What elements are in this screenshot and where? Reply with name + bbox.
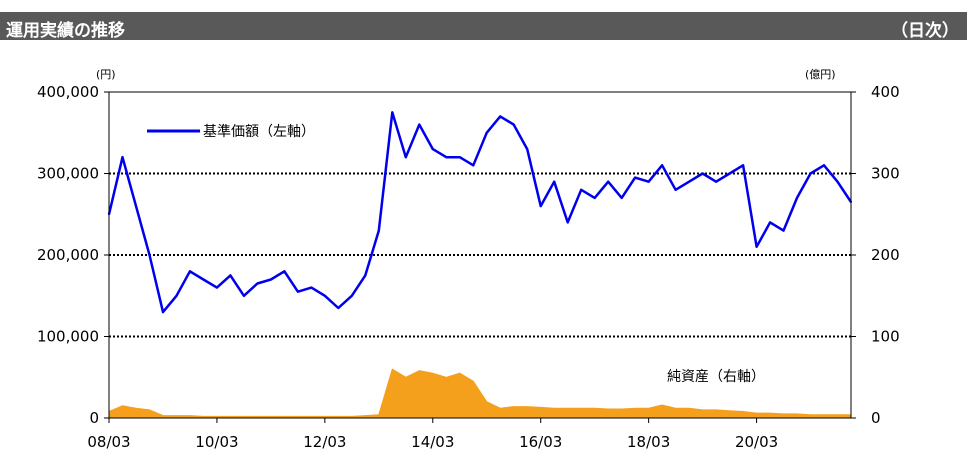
x-tick-label: 12/03: [303, 433, 346, 451]
nav-point: [135, 205, 137, 208]
nav-point: [391, 111, 394, 114]
nav-point: [674, 188, 677, 191]
left-axis-unit: (円): [96, 68, 116, 81]
left-tick-label: 400,000: [37, 83, 99, 101]
nav-point: [175, 294, 178, 297]
x-tick-label: 16/03: [519, 433, 562, 451]
nav-point: [728, 172, 731, 175]
right-tick-label: 300: [871, 165, 900, 183]
nav-point: [404, 156, 407, 159]
nav-point: [620, 196, 623, 199]
nav-point: [283, 270, 286, 273]
nav-point: [823, 164, 825, 167]
x-tick-label: 10/03: [195, 433, 238, 451]
left-tick-label: 200,000: [37, 246, 99, 264]
nav-point: [755, 245, 758, 248]
nav-point: [836, 180, 839, 183]
grid-lines: [109, 172, 851, 338]
title-bar: 運用実績の推移 （日次）: [0, 12, 967, 41]
nav-point: [256, 282, 259, 285]
nav-point: [121, 156, 124, 159]
right-tick-label: 0: [871, 409, 881, 427]
nav-point: [661, 164, 664, 167]
nav-point: [445, 156, 448, 159]
nav-point: [553, 180, 556, 183]
legend-nav: 基準価額（左軸）: [147, 123, 315, 140]
x-tick-label: 14/03: [411, 433, 454, 451]
period-label: （日次）: [891, 21, 959, 41]
nav-point: [323, 294, 326, 297]
nav-point: [742, 164, 745, 167]
nav-point: [769, 221, 772, 224]
nav-point: [566, 221, 569, 224]
nav-point: [148, 254, 151, 256]
left-tick-label: 0: [89, 409, 99, 427]
nav-point: [364, 274, 367, 277]
nav-point: [229, 274, 232, 277]
nav-point: [512, 123, 515, 126]
nav-point: [499, 115, 502, 118]
nav-point: [350, 294, 353, 297]
nav-point: [296, 290, 299, 293]
nav-point: [526, 148, 529, 151]
right-tick-label: 200: [871, 246, 900, 264]
nav-point: [377, 229, 380, 232]
nav-point: [701, 172, 704, 175]
nav-point: [809, 172, 812, 175]
nav-point: [215, 286, 218, 289]
left-tick-label: 300,000: [37, 165, 99, 183]
right-tick-label: 400: [871, 83, 900, 101]
axis-ticks: 0 0 100,000 100 200,000 200 300,000 300 400,000 4…: [37, 83, 900, 451]
nav-point: [202, 278, 205, 281]
x-tick-label: 18/03: [627, 433, 670, 451]
nav-point: [242, 294, 245, 297]
nav-line: [107, 111, 853, 314]
nav-point: [580, 188, 583, 191]
right-axis-unit: (億円): [805, 68, 836, 81]
nav-point: [337, 307, 340, 309]
nav-point: [782, 229, 785, 232]
nav-point: [634, 176, 637, 179]
x-tick-label: 20/03: [735, 433, 778, 451]
legend-net-assets-label: 純資産（右軸）: [667, 369, 765, 385]
nav-point: [715, 180, 718, 183]
nav-point: [607, 180, 610, 183]
net-assets-series: [108, 368, 852, 419]
nav-point: [188, 270, 191, 273]
nav-point: [472, 164, 475, 167]
nav-point: [647, 180, 650, 183]
nav-point: [485, 131, 488, 134]
x-tick-label: 08/03: [87, 433, 130, 451]
nav-point: [418, 123, 421, 126]
nav-point: [796, 196, 798, 199]
legend-nav-label: 基準価額（左軸）: [203, 123, 315, 140]
nav-point: [688, 180, 691, 183]
left-tick-label: 100,000: [37, 328, 99, 346]
nav-point: [310, 286, 313, 289]
nav-point: [269, 278, 272, 281]
nav-point: [539, 205, 542, 208]
nav-point: [431, 148, 434, 151]
right-tick-label: 100: [871, 328, 900, 346]
nav-series: [107, 111, 853, 314]
nav-point: [593, 196, 596, 199]
chart-title: 運用実績の推移: [6, 21, 125, 41]
nav-point: [458, 156, 461, 159]
nav-point: [162, 311, 164, 314]
